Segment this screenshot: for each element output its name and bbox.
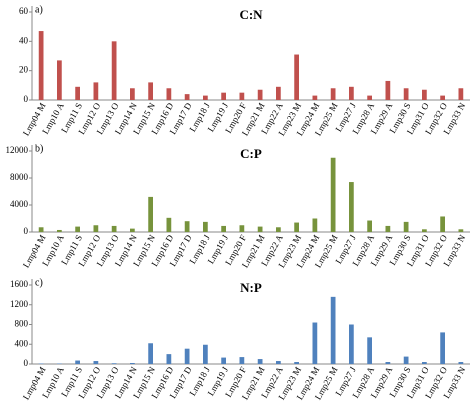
y-tick-label: 0	[24, 358, 29, 368]
bar	[166, 217, 172, 232]
bar	[458, 229, 464, 232]
bar	[57, 229, 62, 232]
bar	[57, 60, 62, 100]
bar	[93, 225, 99, 232]
bar	[148, 343, 153, 364]
bar	[257, 359, 263, 364]
bar	[239, 225, 245, 232]
bar	[184, 348, 190, 364]
bar	[385, 225, 391, 232]
bar	[203, 221, 208, 232]
bar	[349, 86, 354, 100]
bar	[330, 157, 336, 232]
panel-title: C:P	[240, 146, 262, 161]
bar	[38, 31, 44, 100]
panel-title: C:N	[239, 7, 263, 22]
bar	[367, 95, 372, 100]
bar	[294, 222, 299, 232]
bar	[276, 361, 281, 364]
bar	[221, 225, 226, 232]
bar	[239, 92, 245, 100]
bar	[385, 362, 391, 364]
bar	[111, 225, 117, 232]
bar	[130, 363, 135, 364]
bar	[130, 88, 135, 100]
bar	[93, 361, 99, 364]
bar	[184, 221, 190, 232]
bar	[349, 324, 354, 364]
y-tick-label: 4000	[10, 199, 29, 209]
bar	[294, 362, 299, 364]
bar	[184, 94, 190, 100]
bar	[349, 182, 354, 232]
bar	[312, 322, 318, 364]
bar	[75, 86, 80, 100]
bar	[330, 296, 336, 364]
bar	[111, 41, 117, 100]
bar	[422, 89, 427, 100]
bar	[221, 357, 226, 364]
bar	[312, 95, 318, 100]
bar	[257, 89, 263, 100]
y-tick-label: 0	[24, 94, 29, 104]
bar	[276, 227, 281, 232]
bar	[458, 362, 464, 364]
bar	[330, 88, 336, 100]
y-tick-label: 1200	[10, 299, 29, 309]
bar	[403, 356, 409, 364]
y-tick-label: 800	[15, 319, 29, 329]
y-tick-label: 400	[15, 338, 29, 348]
bar	[221, 92, 226, 100]
bar	[75, 226, 80, 232]
bar	[166, 354, 172, 364]
bar	[403, 221, 409, 232]
bar	[403, 88, 409, 100]
y-tick-label: 1600	[10, 279, 29, 289]
bar	[93, 82, 99, 100]
bar	[148, 196, 153, 232]
bar	[440, 216, 445, 232]
y-tick-label: 8000	[10, 172, 29, 182]
bar	[257, 226, 263, 232]
bar	[385, 80, 391, 100]
panel-label: b)	[35, 143, 43, 154]
bar	[422, 362, 427, 364]
bar	[239, 357, 245, 364]
bar	[148, 82, 153, 100]
bar	[130, 228, 135, 232]
bar	[203, 95, 208, 100]
panel-label: c)	[35, 277, 43, 288]
panel-title: N:P	[240, 280, 262, 295]
y-tick-label: 40	[19, 35, 29, 45]
y-tick-label: 0	[24, 226, 29, 236]
bar	[367, 220, 372, 232]
bar	[294, 54, 299, 100]
bar	[111, 363, 117, 364]
bar	[440, 332, 445, 364]
bar	[422, 229, 427, 232]
bar	[458, 88, 464, 100]
bar	[440, 95, 445, 100]
bar	[203, 344, 208, 364]
panel-label: a)	[35, 4, 43, 15]
bar	[312, 218, 318, 232]
y-tick-label: 12000	[6, 145, 29, 155]
bar	[367, 337, 372, 364]
bar	[38, 227, 44, 232]
bar	[166, 88, 172, 100]
bar	[75, 360, 80, 364]
y-tick-label: 20	[19, 65, 29, 75]
bar	[276, 86, 281, 100]
y-tick-label: 60	[19, 6, 29, 16]
